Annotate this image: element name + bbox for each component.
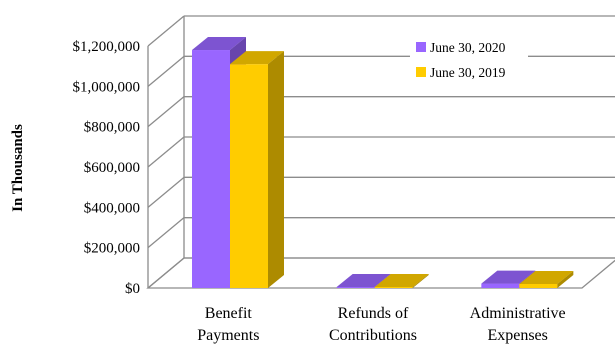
bar-front xyxy=(481,283,520,288)
bar-side xyxy=(268,51,284,289)
x-tick-labels: Benefit Payments Refunds of Contributions Ad… xyxy=(197,305,565,344)
y-tick-label: $800,000 xyxy=(84,120,140,136)
x-tick-label: Refunds of xyxy=(338,305,409,322)
x-tick-label: Benefit xyxy=(205,305,253,322)
legend-label: June 30, 2019 xyxy=(430,65,506,80)
gridline-side xyxy=(147,96,185,128)
legend-swatch xyxy=(416,67,426,77)
bar-top xyxy=(336,273,391,287)
y-tick-label: $1,200,000 xyxy=(73,39,141,55)
bar-top xyxy=(519,270,574,284)
legend: June 30, 2020 June 30, 2019 xyxy=(410,34,528,86)
bar-front xyxy=(336,286,375,288)
y-axis-label: In Thousands xyxy=(10,124,26,212)
x-tick-label: Payments xyxy=(197,327,259,344)
bar-front xyxy=(230,64,268,289)
bar-side xyxy=(412,273,429,288)
x-tick-label: Expenses xyxy=(487,327,547,344)
bar-front xyxy=(374,286,413,288)
legend-box xyxy=(410,34,528,86)
x-tick-label: Contributions xyxy=(329,327,417,344)
y-tick-label: $1,000,000 xyxy=(73,79,141,95)
bar-side xyxy=(557,270,574,288)
y-tick-label: $200,000 xyxy=(84,241,140,257)
gridline-side xyxy=(147,176,185,208)
gridline-side xyxy=(147,15,185,47)
x-tick-label: Administrative xyxy=(470,305,566,322)
y-tick-label: $400,000 xyxy=(84,200,140,216)
legend-label: June 30, 2020 xyxy=(430,40,506,55)
legend-swatch xyxy=(416,42,426,52)
bar-top xyxy=(230,51,284,65)
bar-top xyxy=(192,37,246,51)
gridline-side xyxy=(147,257,185,289)
bar-front xyxy=(192,50,230,289)
gridline-side xyxy=(147,55,185,87)
gridline-side xyxy=(147,136,185,168)
y-tick-labels: $0 $200,000 $400,000 $600,000 $800,000 $1,000… xyxy=(73,39,141,297)
y-tick-label: $600,000 xyxy=(84,160,140,176)
bar-top xyxy=(374,273,429,287)
gridline-side xyxy=(147,217,185,249)
bar-front xyxy=(519,283,558,288)
bar-top xyxy=(481,270,536,284)
bars xyxy=(192,37,574,289)
y-tick-label: $0 xyxy=(125,281,140,297)
